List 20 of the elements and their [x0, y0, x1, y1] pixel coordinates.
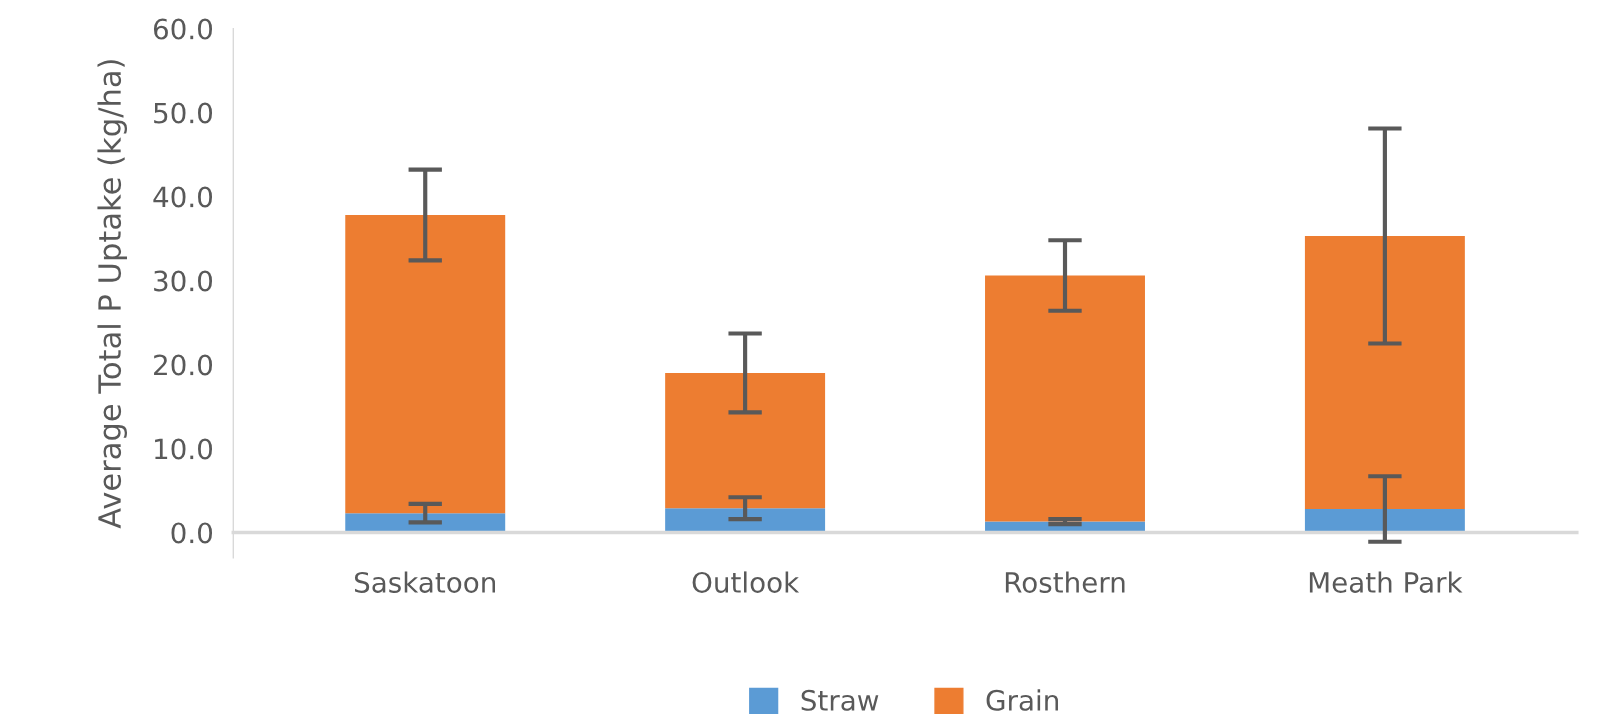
- y-tick-label: 40.0: [153, 186, 213, 208]
- x-tick-label: Meath Park: [1309, 571, 1463, 593]
- x-tick-label: Outlook: [692, 571, 800, 593]
- bar: [665, 372, 826, 509]
- legend-label: Grain: [986, 689, 1058, 711]
- y-tick-label: 10.0: [155, 438, 213, 460]
- bar: [345, 513, 506, 533]
- bar: [1304, 236, 1465, 509]
- bar: [665, 508, 826, 533]
- x-tick-label: Rosthern: [1005, 571, 1125, 593]
- x-tick-label: Saskatoon: [354, 571, 495, 593]
- y-tick-label: 20.0: [154, 354, 213, 376]
- y-tick-label: 50.0: [154, 102, 213, 124]
- legend-label: Straw: [801, 689, 879, 711]
- bar: [345, 215, 506, 514]
- y-tick-label: 30.0: [154, 270, 213, 292]
- y-axis-title: Average Total P Uptake (kg/ha): [97, 60, 128, 529]
- y-tick-label: 0.0: [171, 522, 213, 544]
- bar: [985, 275, 1145, 522]
- y-tick-label: 60.0: [153, 18, 213, 40]
